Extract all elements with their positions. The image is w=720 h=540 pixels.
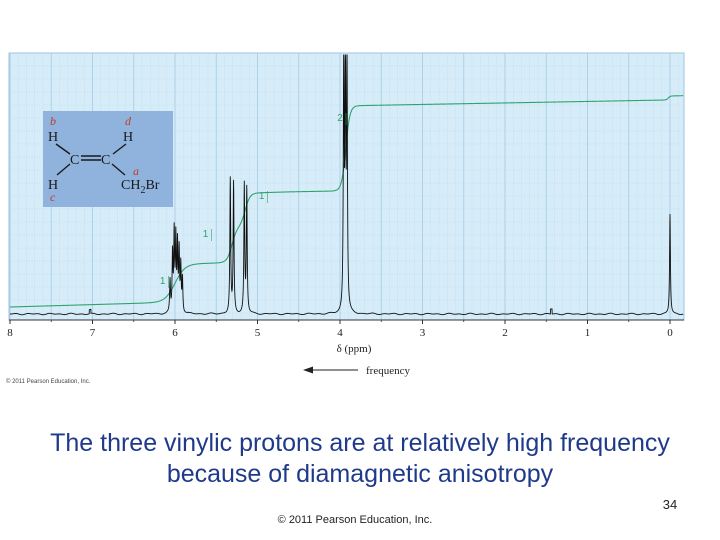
integral-label: 2 [337, 113, 343, 124]
x-tick-label: 4 [337, 327, 343, 339]
bond-h-c-left-top [55, 143, 71, 155]
group-ch2br: CH2Br [121, 178, 160, 196]
frequency-arrow-label: frequency [366, 365, 410, 377]
integral-label: 1 [203, 229, 209, 240]
atom-h-top-left: H [48, 130, 58, 145]
atom-c-right: C [101, 153, 110, 168]
x-tick-label: 7 [90, 327, 96, 339]
x-tick-label: 5 [255, 327, 261, 339]
integration-labels: 1 1 1 2 [160, 113, 347, 288]
frequency-arrow-head [303, 366, 313, 374]
x-tick-label: 2 [502, 327, 508, 339]
bond-h-c-right-top [112, 143, 127, 155]
caption-line-1: The three vinylic protons are at relativ… [50, 429, 670, 457]
slide-number: 34 [662, 497, 678, 512]
x-tick-label: 6 [172, 327, 178, 339]
x-tick-label: 8 [7, 327, 13, 339]
atom-h-top-right: H [123, 130, 133, 145]
spectrum-layer [9, 54, 684, 316]
caption-line-2: because of diamagnetic anisotropy [166, 460, 554, 488]
bond-c-ch2-right-bottom [111, 163, 126, 176]
x-axis-label: δ (ppm) [337, 343, 372, 355]
x-axis-ticks: 8 7 6 5 4 3 2 1 0 [7, 320, 673, 339]
bond-h-c-left-bottom [56, 163, 71, 176]
label-b: b [50, 114, 56, 128]
x-tick-label: 0 [667, 327, 673, 339]
integral-label: 1 [160, 276, 166, 287]
footer-copyright: © 2011 Pearson Education, Inc. [277, 514, 433, 526]
label-c: c [50, 190, 56, 204]
molecule-box [43, 111, 173, 207]
label-d: d [125, 114, 132, 128]
atom-c-left: C [70, 153, 79, 168]
atom-h-bottom-left: H [48, 178, 58, 193]
x-tick-label: 1 [585, 327, 591, 339]
spectrum-trace [9, 54, 684, 316]
x-tick-label: 3 [420, 327, 426, 339]
label-a: a [133, 164, 139, 178]
integral-label: 1 [259, 191, 265, 202]
molecule-structure: b d H H C C a H CH2Br c [43, 111, 173, 207]
figure-copyright: © 2011 Pearson Education, Inc. [6, 379, 91, 385]
